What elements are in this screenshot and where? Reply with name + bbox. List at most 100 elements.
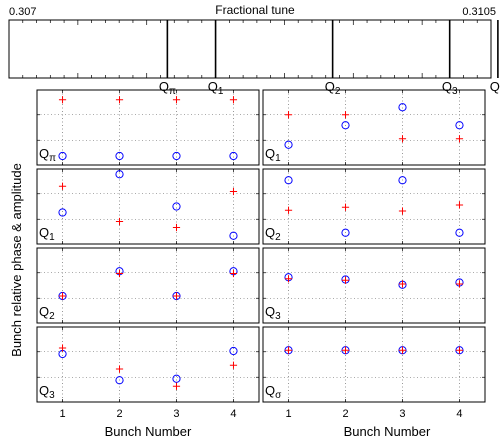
plus-marker (58, 344, 67, 352)
circle-marker (229, 151, 238, 161)
plus-marker (115, 269, 124, 278)
panel-mode-label-subscript: 2 (275, 232, 281, 243)
tune-mode-label: Q1 (208, 79, 224, 97)
plus-marker (455, 346, 464, 354)
tune-bar-frame (8, 19, 492, 79)
x-tick-label: 1 (59, 408, 65, 420)
panel-mode-label-letter: Q (39, 146, 49, 161)
plus-marker (284, 275, 293, 283)
plus-marker (172, 292, 181, 300)
circle-marker (341, 228, 350, 237)
y-axis-label: Bunch relative phase & amplitude (9, 163, 24, 357)
plus-marker (58, 182, 67, 190)
plus-marker (172, 382, 181, 390)
panel-Q1: Q1 (36, 168, 260, 245)
panel-Q2: Q2 (262, 168, 486, 245)
circle-marker (455, 121, 464, 130)
panel-frame (262, 326, 486, 403)
plus-marker (455, 280, 464, 288)
panel-mode-label: Qσ (265, 383, 282, 401)
x-axis-label-right: Bunch Number (344, 424, 431, 439)
plus-marker (398, 207, 407, 215)
panel-mode-label-subscript: 3 (49, 390, 55, 401)
tune-mode-label: Q3 (442, 79, 458, 97)
tune-mode-label: Q2 (325, 79, 341, 97)
circle-marker (115, 376, 124, 385)
x-tick-label: 2 (342, 408, 348, 420)
tune-mode-label-subscript: 3 (452, 86, 458, 97)
plus-marker (455, 201, 464, 209)
circle-marker (172, 374, 181, 383)
plus-marker (58, 292, 67, 300)
circle-marker (284, 140, 293, 149)
panel-mode-label-letter: Q (265, 304, 275, 319)
x-tick-label: 1 (285, 408, 291, 420)
plus-marker (115, 365, 124, 373)
circle-marker (398, 176, 407, 185)
circle-marker (58, 151, 67, 161)
panel-mode-label-subscript: 2 (49, 311, 55, 322)
x-axis-label-left: Bunch Number (105, 424, 192, 439)
plus-marker (341, 346, 350, 354)
circle-marker (455, 228, 464, 237)
plus-marker (229, 187, 238, 196)
circle-marker (341, 121, 350, 130)
circle-marker (172, 202, 181, 211)
panel-mode-label-letter: Q (265, 225, 275, 240)
circle-marker (58, 208, 67, 217)
plus-marker (341, 111, 350, 119)
panel-Q1: Q1 (262, 89, 486, 166)
plus-marker (229, 361, 238, 369)
plus-marker (172, 96, 181, 104)
tune-mode-label-letter: Q (325, 79, 335, 94)
circle-marker (229, 231, 238, 240)
panel-mode-label: Q1 (39, 225, 55, 243)
panel-mode-label: Qπ (39, 146, 56, 164)
panel-Qσ: Qσ1 2 3 4 (262, 326, 486, 420)
plus-marker (455, 135, 464, 143)
panel-Qπ: Qπ (36, 89, 260, 166)
tune-min-label: 0.307 (9, 6, 37, 18)
plus-marker (284, 206, 293, 214)
plus-marker (115, 96, 124, 104)
panel-mode-label-letter: Q (265, 146, 275, 161)
panel-Q3: Q31 2 3 4 (36, 326, 260, 420)
panel-mode-label-subscript: 3 (275, 311, 281, 322)
circle-marker (284, 176, 293, 185)
panel-frame (36, 89, 260, 166)
x-tick-label: 3 (399, 408, 405, 420)
plus-marker (341, 276, 350, 284)
tune-mode-label-subscript: 2 (335, 86, 341, 97)
plus-marker (341, 203, 350, 211)
panel-mode-label: Q2 (39, 304, 55, 322)
panel-frame (36, 247, 260, 324)
panel-mode-label: Q3 (39, 383, 55, 401)
panel-mode-label-letter: Q (39, 225, 49, 240)
panel-Q2: Q2 (36, 247, 260, 324)
panel-mode-label-letter: Q (39, 383, 49, 398)
plus-marker (398, 346, 407, 354)
plus-marker (398, 280, 407, 288)
tune-mode-label-subscript: 1 (218, 86, 224, 97)
panel-frame (262, 247, 486, 324)
plus-marker (229, 269, 238, 278)
tune-max-label: 0.3105 (462, 6, 496, 18)
panel-frame (36, 168, 260, 245)
panel-mode-label-letter: Q (265, 383, 275, 398)
plus-marker (398, 135, 407, 143)
plus-marker (284, 111, 293, 119)
plus-marker (229, 96, 238, 104)
panel-mode-label-subscript: π (49, 153, 56, 164)
tune-mode-label-letter: Q (442, 79, 452, 94)
plus-marker (115, 217, 124, 226)
x-tick-label: 4 (456, 408, 462, 420)
x-tick-label: 3 (173, 408, 179, 420)
tune-mode-label-letter: Q (208, 79, 218, 94)
panel-frame (262, 89, 486, 166)
tune-mode-label-subscript: π (169, 86, 176, 97)
circle-marker (115, 151, 124, 161)
tune-mode-label: Qσ (490, 79, 500, 97)
circle-marker (172, 151, 181, 161)
plus-marker (284, 346, 293, 354)
